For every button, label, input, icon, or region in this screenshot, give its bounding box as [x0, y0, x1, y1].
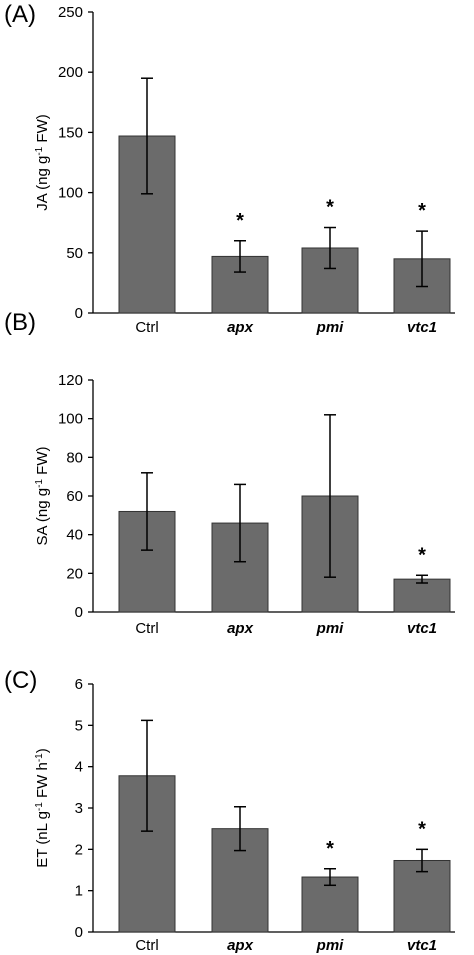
y-tick-label: 40 [66, 527, 83, 544]
y-axis-title: ET (nL g-1 FW h-1) [34, 748, 51, 868]
x-category-label: apx [227, 620, 254, 637]
y-tick-label: 6 [75, 676, 83, 693]
chart-a-svg: (A) 0 50 100 150 200 250 JA (ng g-1 FW) Ctrl apx *… [4, 1, 455, 336]
y-tick-label: 200 [58, 64, 83, 81]
x-category-label: apx [227, 937, 254, 954]
significance-marker: * [326, 197, 334, 219]
significance-marker: * [418, 200, 426, 222]
significance-marker: * [236, 210, 244, 232]
y-tick-label: 80 [66, 449, 83, 466]
y-tick-label: 2 [75, 841, 83, 858]
y-tick-label: 3 [75, 800, 83, 817]
y-tick-label: 60 [66, 488, 83, 505]
y-axis-title: JA (ng g-1 FW) [34, 114, 51, 210]
y-tick-label: 0 [75, 305, 83, 322]
bar-vtc1 [393, 578, 451, 613]
y-tick-label: 100 [58, 411, 83, 428]
panel-label-c: (C) [4, 667, 37, 694]
x-category-label: vtc1 [407, 937, 437, 954]
x-category-label: pmi [316, 937, 345, 954]
y-tick-label: 50 [66, 245, 83, 262]
significance-marker: * [418, 818, 426, 840]
y-tick-label: 4 [75, 759, 83, 776]
x-category-label: pmi [316, 319, 345, 336]
y-tick-label: 0 [75, 604, 83, 621]
y-tick-label: 250 [58, 4, 83, 21]
x-category-label: Ctrl [135, 937, 158, 954]
x-category-label: vtc1 [407, 319, 437, 336]
x-category-label: pmi [316, 620, 345, 637]
y-tick-label: 120 [58, 372, 83, 389]
bar-pmi [301, 876, 359, 933]
y-tick-label: 1 [75, 883, 83, 900]
y-axis-title: SA (ng g-1 FW) [34, 447, 51, 546]
y-tick-label: 20 [66, 565, 83, 582]
chart-b-svg: (B) 0 20 40 60 80 100 120 SA (ng g-1 FW) Ctrl apx p… [4, 309, 455, 637]
y-tick-label: 150 [58, 124, 83, 141]
chart-panel-b: (B) 0 20 40 60 80 100 120 SA (ng g-1 FW) Ctrl apx p… [4, 309, 455, 637]
x-category-label: apx [227, 319, 254, 336]
chart-panel-a: (A) 0 50 100 150 200 250 JA (ng g-1 FW) Ctrl apx *… [0, 0, 474, 336]
x-category-label: Ctrl [135, 620, 158, 637]
x-category-label: vtc1 [407, 620, 437, 637]
panel-label-b: (B) [4, 309, 36, 336]
x-category-label: Ctrl [135, 319, 158, 336]
significance-marker: * [326, 838, 334, 860]
y-tick-label: 100 [58, 185, 83, 202]
y-tick-label: 5 [75, 717, 83, 734]
panel-label-a: (A) [4, 1, 36, 28]
y-tick-label: 0 [75, 924, 83, 941]
significance-marker: * [418, 544, 426, 566]
